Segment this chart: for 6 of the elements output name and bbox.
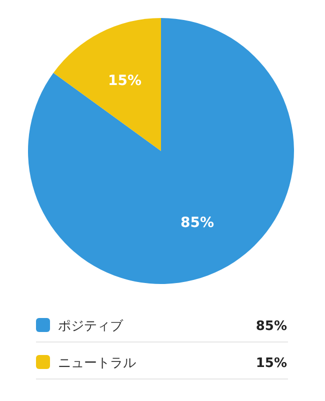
data-label: 85%: [180, 215, 214, 232]
data-label: 15%: [108, 72, 142, 89]
legend-label: ニュートラル: [58, 356, 136, 371]
text: 85%: [256, 319, 287, 334]
text: 15%: [256, 356, 287, 371]
legend-label: ポジティブ: [58, 319, 124, 334]
